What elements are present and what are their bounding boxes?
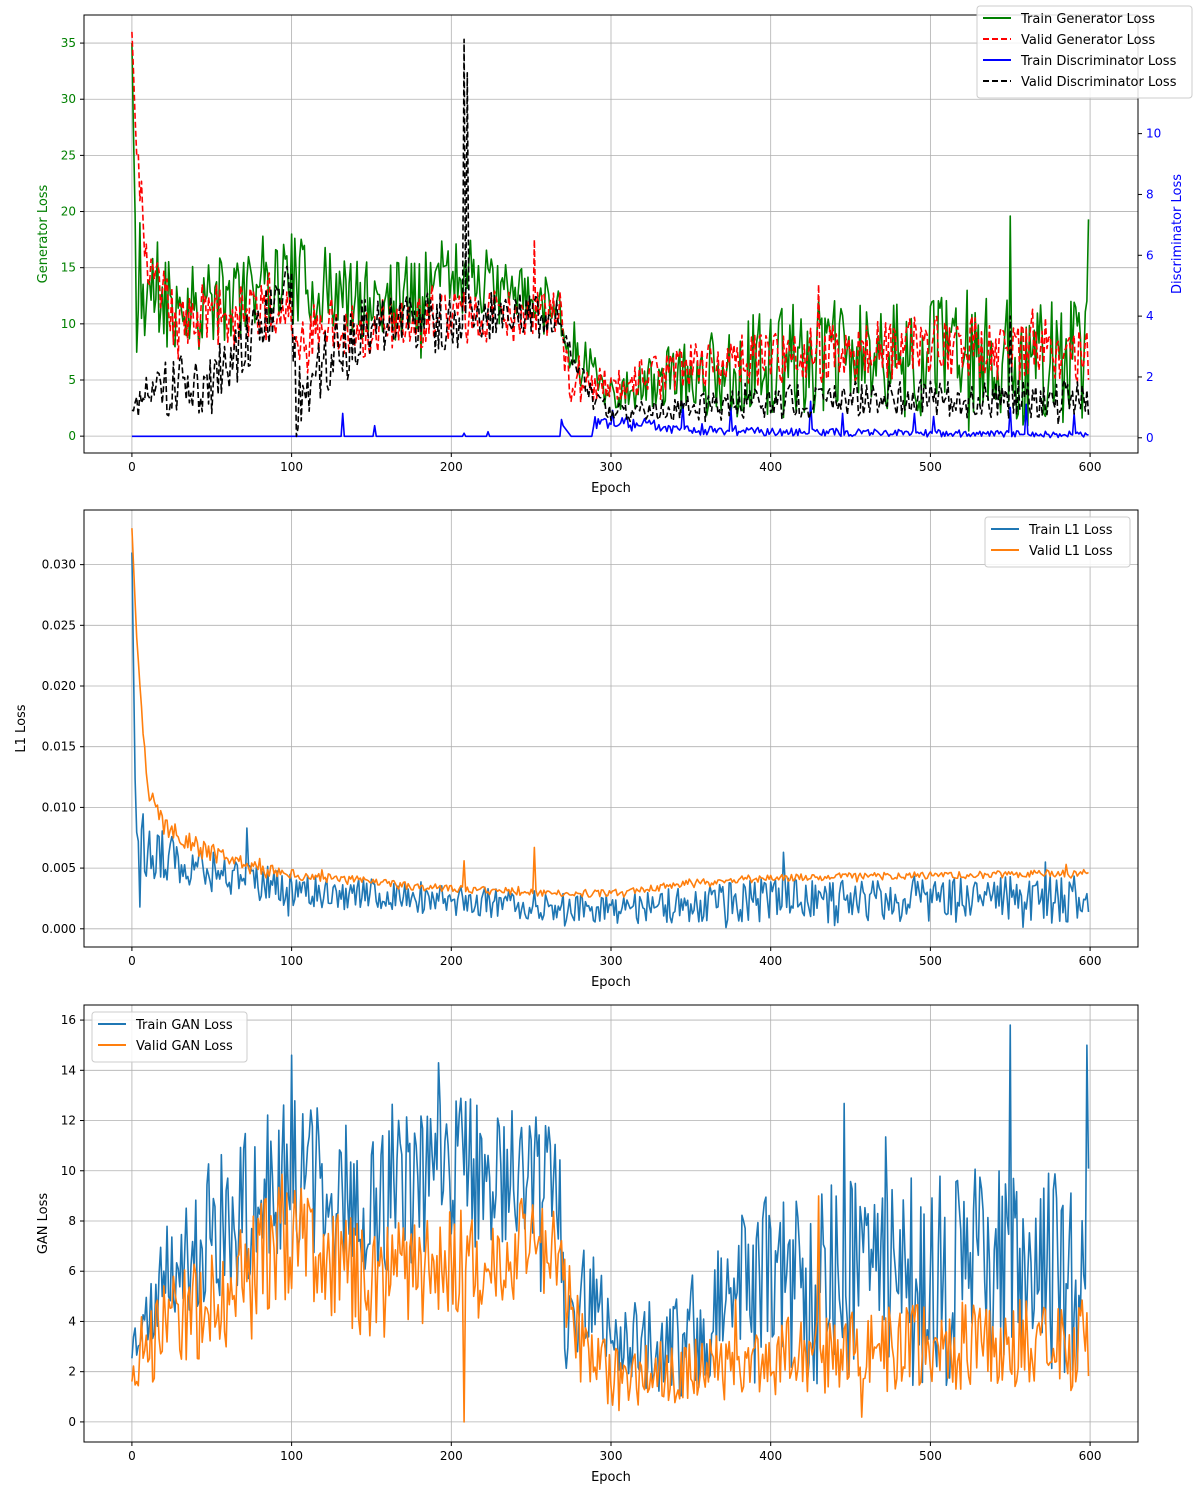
chart-1: 0 100 200 300 400 500 600Epoch05101520253035Ge… (36, 5, 1193, 496)
grid (84, 510, 1138, 947)
y-tick-label: 16 (61, 1013, 76, 1027)
x-tick-label: 100 (280, 1449, 303, 1463)
y-tick-label: 0.025 (42, 618, 76, 632)
x-tick-label: 500 (919, 460, 942, 474)
y-tick-label: 35 (61, 36, 76, 50)
y-tick-label: 6 (68, 1264, 76, 1278)
series-line-2 (131, 528, 1089, 898)
y-tick-label: 15 (61, 261, 76, 275)
legend-label: Valid GAN Loss (136, 1039, 233, 1054)
chart-3: 0 100 200 300 400 500 600 Epoch 0 2 4 6 8 10 12 14 16 GAN… (36, 1004, 1139, 1485)
x-axis-label: Epoch (591, 1470, 631, 1485)
x-tick-label: 0 (128, 1449, 136, 1463)
series-line-2 (131, 31, 1090, 404)
x-tick-label: 0 (128, 954, 136, 968)
y-tick-label: 0.000 (42, 922, 76, 936)
series-group (131, 528, 1090, 929)
charts-root: 0 100 200 300 400 500 600Epoch05101520253035Ge… (14, 5, 1193, 1485)
y-axis-label: GAN Loss (36, 1193, 51, 1255)
series-line-2 (131, 1173, 1090, 1423)
x-tick-label: 600 (1079, 1449, 1102, 1463)
x-tick-label: 400 (759, 954, 782, 968)
y-axis-label: L1 Loss (14, 704, 29, 752)
x-axis-label: Epoch (591, 975, 631, 990)
legend: Train GAN Loss Valid GAN Loss (91, 1011, 248, 1063)
x-tick-label: 200 (440, 954, 463, 968)
y-tick-label: 0.020 (42, 679, 76, 693)
y-tick-label: 0.015 (42, 740, 76, 754)
x-tick-label: 300 (600, 1449, 623, 1463)
y-tick-label: 4 (68, 1314, 76, 1328)
y2-axis: 0 2 4 6 8 10 Discriminator Loss (1138, 127, 1185, 445)
legend-box (976, 5, 1193, 99)
x-tick-label: 0 (128, 460, 136, 474)
legend-label: Train Generator Loss (1020, 12, 1155, 27)
x-tick-label: 300 (600, 460, 623, 474)
y2-tick-label: 10 (1146, 127, 1161, 141)
y-axis: 0.000 0.005 0.010 0.015 0.020 0.025 0.030 L1 Lo… (14, 558, 84, 936)
y-tick-label: 8 (68, 1214, 76, 1228)
y2-tick-label: 8 (1146, 187, 1154, 201)
y-tick-label: 0 (68, 1415, 76, 1429)
y-tick-label: 0.030 (42, 558, 76, 572)
series-line-1 (131, 1024, 1090, 1397)
legend-label: Valid Discriminator Loss (1021, 75, 1177, 90)
y2-tick-label: 2 (1146, 370, 1154, 384)
legend: Train Generator Loss Valid Generator Loss… (976, 5, 1193, 99)
chart-2: 0 100 200 300 400 500 600Epoch0.0000.0050.0100… (14, 509, 1139, 990)
x-tick-label: 200 (440, 460, 463, 474)
legend-label: Train Discriminator Loss (1020, 54, 1177, 69)
legend: Train L1 Loss Valid L1 Loss (984, 516, 1131, 568)
x-tick-label: 300 (600, 954, 623, 968)
series-group (131, 31, 1090, 439)
legend-box (984, 516, 1131, 568)
y2-axis-label: Discriminator Loss (1170, 174, 1185, 294)
x-tick-label: 200 (440, 1449, 463, 1463)
y-tick-label: 0 (68, 429, 76, 443)
y2-tick-label: 4 (1146, 309, 1154, 323)
x-tick-label: 500 (919, 954, 942, 968)
series-line-1 (131, 552, 1090, 929)
y-axis-label: Generator Loss (36, 184, 51, 283)
x-tick-label: 400 (759, 460, 782, 474)
x-axis: 0 100 200 300 400 500 600 Epoch (128, 1442, 1102, 1485)
y-tick-label: 10 (61, 317, 76, 331)
series-line-3 (131, 400, 1089, 439)
y-tick-label: 12 (61, 1114, 76, 1128)
legend-label: Train L1 Loss (1028, 523, 1113, 538)
y-tick-label: 30 (61, 92, 76, 106)
x-tick-label: 600 (1079, 954, 1102, 968)
y-tick-label: 14 (61, 1063, 76, 1077)
x-axis-label: Epoch (591, 481, 631, 496)
x-tick-label: 500 (919, 1449, 942, 1463)
series-line-1 (131, 43, 1090, 432)
x-tick-label: 100 (280, 460, 303, 474)
legend-label: Valid Generator Loss (1021, 33, 1155, 48)
x-tick-label: 600 (1079, 460, 1102, 474)
y2-tick-label: 0 (1146, 431, 1154, 445)
legend-box (91, 1011, 248, 1063)
y-tick-label: 25 (61, 148, 76, 162)
x-tick-label: 100 (280, 954, 303, 968)
y-tick-label: 20 (61, 205, 76, 219)
y-axis: 0 5 10 15 20 25 30 35 Generator Loss (36, 36, 84, 443)
x-axis: 0 100 200 300 400 500 600 Epoch (128, 947, 1102, 990)
y-tick-label: 0.010 (42, 800, 76, 814)
legend-label: Valid L1 Loss (1029, 544, 1113, 559)
y-tick-label: 2 (68, 1365, 76, 1379)
y-axis: 0 2 4 6 8 10 12 14 16 GAN Loss (36, 1013, 84, 1429)
legend-label: Train GAN Loss (135, 1018, 233, 1033)
y-tick-label: 5 (68, 373, 76, 387)
series-group (131, 1024, 1090, 1423)
y-tick-label: 10 (61, 1164, 76, 1178)
series-line-4 (131, 38, 1090, 438)
y-tick-label: 0.005 (42, 861, 76, 875)
x-tick-label: 400 (759, 1449, 782, 1463)
x-axis: 0 100 200 300 400 500 600 Epoch (128, 453, 1102, 496)
y2-tick-label: 6 (1146, 248, 1154, 262)
